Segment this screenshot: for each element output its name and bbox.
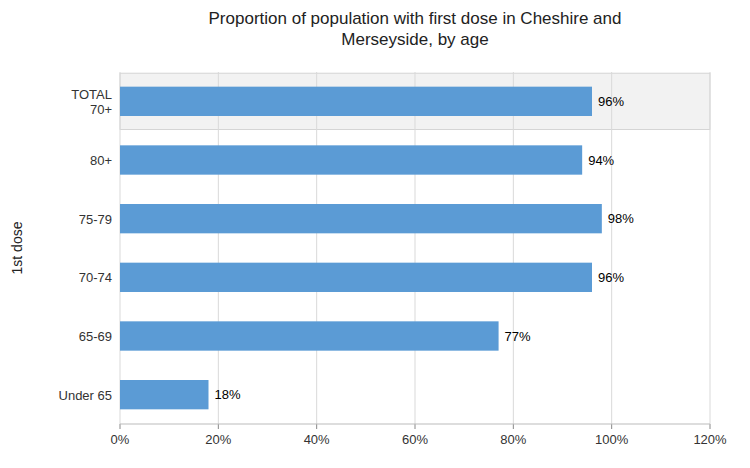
x-tick-label: 20% [205,432,231,447]
y-tick-label: 70-74 [79,270,112,285]
tick-mark [415,424,416,429]
tick-mark [316,424,317,429]
chart-container: Proportion of population with first dose… [0,0,750,468]
data-label: 18% [215,387,241,402]
bar [120,87,592,116]
grid-line [120,72,121,424]
data-label: 96% [598,270,624,285]
grid-line [710,72,711,424]
bar [120,204,602,233]
x-axis-line [120,424,710,425]
grid-line [415,72,416,424]
tick-mark [120,424,121,429]
x-tick-label: 100% [595,432,629,447]
y-axis-label: 1st dose [9,221,25,274]
grid-line [218,72,219,424]
y-tick-label: Under 65 [59,387,112,402]
x-tick-label: 80% [500,432,526,447]
x-tick-label: 120% [693,432,727,447]
y-tick-label: 75-79 [79,211,112,226]
data-label: 94% [588,153,614,168]
x-tick-label: 40% [304,432,330,447]
grid-line [316,72,317,424]
bars [120,87,602,410]
bar [120,321,499,350]
y-tick-label: 65-69 [79,329,112,344]
grid-line [611,72,612,424]
bar [120,380,209,409]
y-tick-label: TOTAL70+ [71,86,112,116]
tick-mark [218,424,219,429]
chart-svg: Proportion of population with first dose… [0,0,750,468]
grid-line [513,72,514,424]
x-tick-label: 60% [402,432,428,447]
tick-mark [513,424,514,429]
data-label: 96% [598,94,624,109]
x-tick-label: 0% [111,432,130,447]
tick-mark [710,424,711,429]
x-grid [120,72,710,424]
tick-mark [611,424,612,429]
bar [120,145,582,174]
title: Proportion of population with first dose… [209,9,622,49]
data-label: 98% [608,211,634,226]
bar [120,263,592,292]
data-label: 77% [505,329,531,344]
y-tick-label: 80+ [90,153,112,168]
